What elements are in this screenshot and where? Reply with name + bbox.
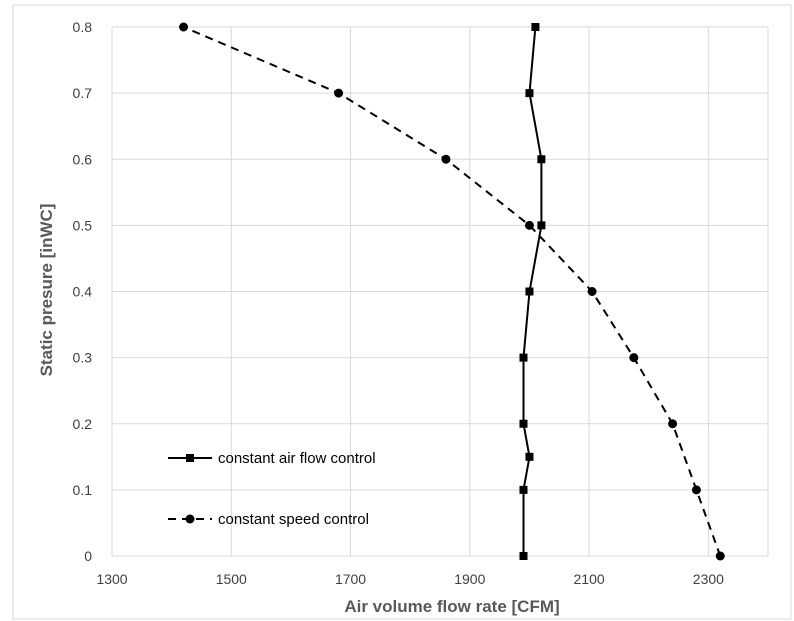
y-axis-ticks: 0 0.1 0.2 0.3 0.4 0.5 0.6 0.7 0.8 [73,19,93,564]
data-point-circle [334,88,344,98]
x-tick-label: 1700 [335,571,366,587]
series-constant-speed [179,22,725,561]
y-tick-label: 0.7 [73,85,93,101]
data-point-square [525,89,534,98]
legend: constant air flow control constant speed … [168,450,376,528]
legend-label: constant air flow control [218,450,376,467]
data-point-circle [691,485,701,495]
x-tick-label: 1900 [454,571,485,587]
data-point-square [525,452,534,461]
chart-frame [12,4,792,620]
data-point-circle [715,551,725,561]
data-point-square [525,287,534,296]
data-point-square [537,155,546,164]
y-axis-title: Static presure [inWC] [37,204,56,377]
y-tick-label: 0.4 [73,284,93,300]
x-tick-label: 2300 [693,571,724,587]
series-line [522,26,543,556]
data-point-square [531,23,540,31]
x-axis-title: Air volume flow rate [CFM] [344,597,559,616]
y-tick-label: 0.3 [73,350,93,366]
data-point-square [537,221,546,230]
data-point-circle [629,353,639,363]
y-tick-label: 0.1 [73,482,93,498]
y-tick-label: 0.6 [73,151,93,167]
data-point-square [519,353,528,362]
series-constant-air-flow [519,23,546,560]
legend-marker-circle [185,514,195,524]
y-tick-label: 0.8 [73,19,93,35]
series-layer [179,22,725,561]
data-point-circle [179,22,189,32]
data-point-square [519,485,528,494]
x-axis-ticks: 1300 1500 1700 1900 2100 2300 [96,571,724,587]
y-tick-label: 0 [84,548,92,564]
x-tick-label: 2100 [574,571,605,587]
y-tick-label: 0.2 [73,416,93,432]
legend-marker-square [186,454,194,462]
x-tick-label: 1300 [96,571,127,587]
data-point-circle [668,419,678,429]
data-point-circle [441,154,451,164]
legend-label: constant speed control [218,511,369,528]
data-point-circle [524,220,534,230]
data-point-circle [587,287,597,296]
data-point-square [519,419,528,428]
y-tick-label: 0.5 [73,217,93,233]
data-point-square [519,552,528,560]
x-tick-label: 1500 [216,571,247,587]
